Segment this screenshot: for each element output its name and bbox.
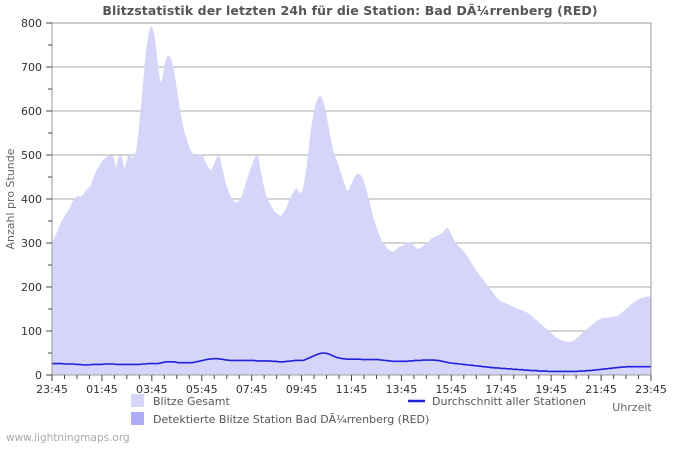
- y-tick-label: 400: [21, 193, 42, 206]
- area-series-layer: [52, 26, 651, 376]
- y-tick-label: 600: [21, 105, 42, 118]
- x-tick-label: 23:45: [36, 383, 68, 396]
- y-tick-label: 500: [21, 149, 42, 162]
- legend-item: Detektierte Blitze Station Bad DÃ¼rrenbe…: [131, 412, 429, 426]
- x-tick-label: 05:45: [186, 383, 218, 396]
- y-tick-label: 800: [21, 17, 42, 30]
- chart-title: Blitzstatistik der letzten 24h für die S…: [102, 3, 598, 18]
- x-tick-label: 09:45: [286, 383, 318, 396]
- x-tick-label: 03:45: [136, 383, 168, 396]
- y-tick-label: 100: [21, 325, 42, 338]
- legend-item: Durchschnitt aller Stationen: [408, 395, 586, 408]
- chart-legend: Blitze Gesamt Detektierte Blitze Station …: [131, 394, 586, 426]
- y-axis-title: Anzahl pro Stunde: [4, 148, 17, 249]
- x-tick-label: 23:45: [635, 383, 667, 396]
- y-tick-label: 300: [21, 237, 42, 250]
- x-axis-title: Uhrzeit: [612, 401, 652, 414]
- x-tick-label: 21:45: [585, 383, 617, 396]
- legend-label: Blitze Gesamt: [153, 395, 230, 408]
- y-tick-label: 700: [21, 61, 42, 74]
- average-line: [52, 352, 651, 373]
- y-tick-label: 0: [35, 369, 42, 382]
- x-tick-label: 01:45: [86, 383, 118, 396]
- x-tick-label: 07:45: [236, 383, 268, 396]
- x-tick-label: 13:45: [386, 383, 418, 396]
- legend-label: Durchschnitt aller Stationen: [432, 395, 586, 408]
- x-tick-label: 19:45: [535, 383, 567, 396]
- legend-item: Blitze Gesamt: [131, 394, 230, 408]
- area-series: [52, 26, 651, 376]
- line-series-layer: [52, 352, 651, 373]
- legend-swatch: [131, 412, 144, 425]
- x-tick-label: 17:45: [485, 383, 517, 396]
- y-axis-ticks: 0 100 200 300 400 500 600 700 800: [21, 17, 52, 382]
- watermark-text: www.lightningmaps.org: [6, 432, 130, 444]
- legend-label: Detektierte Blitze Station Bad DÃ¼rrenbe…: [153, 413, 429, 426]
- x-tick-label: 15:45: [435, 383, 467, 396]
- x-tick-label: 11:45: [336, 383, 368, 396]
- axis-labels: Anzahl pro Stunde Uhrzeit: [4, 148, 652, 414]
- y-tick-label: 200: [21, 281, 42, 294]
- x-axis-ticks: 23:45 01:45 03:45 05:45 07:45 09:45 11:45 13:45…: [36, 375, 667, 396]
- legend-swatch: [131, 394, 144, 407]
